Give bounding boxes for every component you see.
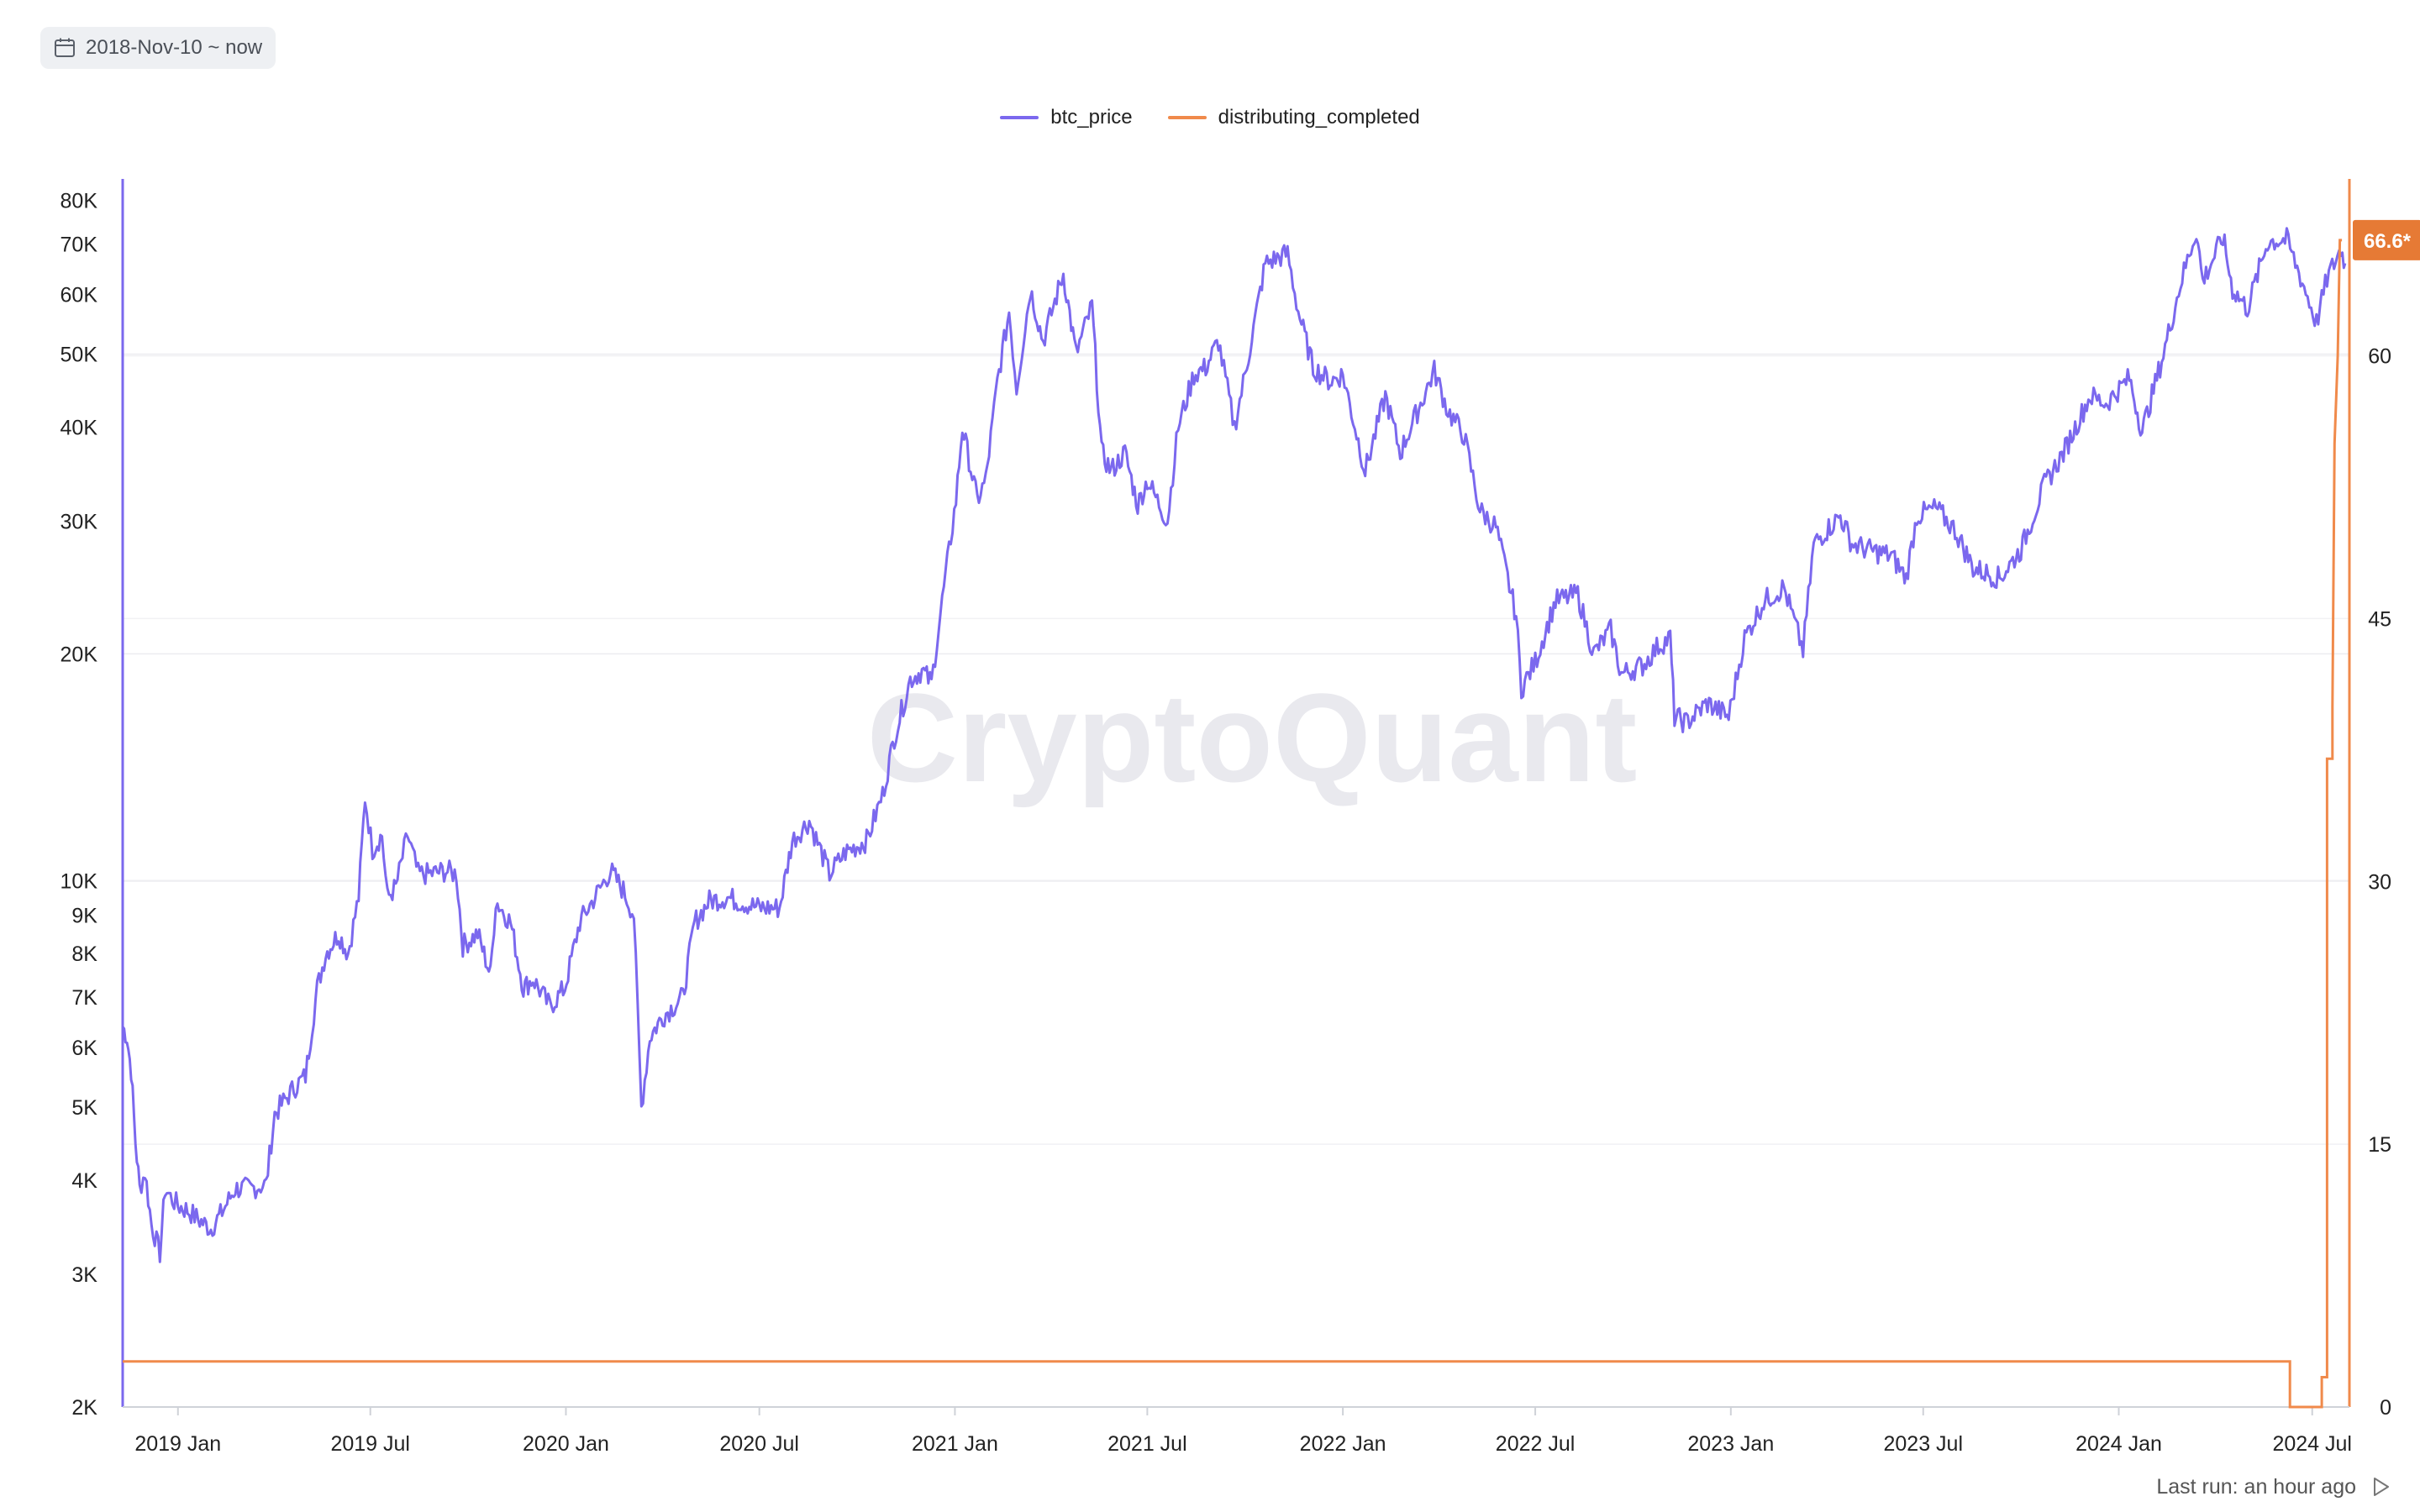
y-left-tick-label: 6K [71, 1037, 97, 1060]
last-run-label: Last run: an hour ago [2156, 1474, 2356, 1499]
x-tick-label: 2021 Jul [1107, 1432, 1187, 1456]
legend-item-btc-price[interactable]: btc_price [1000, 106, 1133, 129]
y-left-tick-label: 5K [71, 1096, 97, 1120]
y-left-tick-label: 4K [71, 1169, 97, 1193]
y-right-tick-label: 0 [2380, 1396, 2391, 1420]
y-left-tick-label: 60K [60, 284, 98, 307]
legend-item-distributing-completed[interactable]: distributing_completed [1167, 106, 1420, 129]
x-tick-label: 2024 Jul [2272, 1432, 2352, 1456]
date-range-label: 2018-Nov-10 ~ now [86, 36, 263, 59]
x-tick-label: 2019 Jul [330, 1432, 410, 1456]
x-axis-ticks: 2019 Jan 2019 Jul 2020 Jan 2020 Jul 2021 Jan… [134, 1407, 2352, 1456]
y-left-tick-label: 80K [60, 190, 98, 213]
date-range-picker[interactable]: 2018-Nov-10 ~ now [40, 27, 276, 69]
watermark: CryptoQuant [867, 667, 1638, 808]
x-tick-label: 2024 Jan [2075, 1432, 2162, 1456]
x-tick-label: 2020 Jan [523, 1432, 609, 1456]
legend-label-btc-price: btc_price [1050, 106, 1133, 129]
series-line-btc-price [121, 227, 2347, 1263]
y-left-tick-label: 40K [60, 417, 98, 440]
x-tick-label: 2023 Jul [1884, 1432, 1964, 1456]
last-value-badge: 66.6* [2353, 219, 2420, 260]
y-left-tick-label: 10K [60, 869, 98, 893]
play-icon[interactable] [2370, 1476, 2391, 1498]
y-right-tick-label: 15 [2368, 1133, 2391, 1157]
series-line-distributing-completed [123, 239, 2343, 1409]
y-left-tick-label: 7K [71, 986, 97, 1010]
chart-legend: btc_price distributing_completed [0, 106, 2420, 129]
x-tick-label: 2020 Jul [719, 1432, 799, 1456]
series-lines [121, 227, 2347, 1409]
y-right-tick-label: 60 [2368, 345, 2391, 369]
axes [121, 179, 2351, 1408]
y-right-tick-label: 45 [2368, 607, 2391, 631]
last-value-badge-bg [2353, 219, 2420, 260]
y-left-tick-label: 8K [71, 942, 97, 966]
x-tick-label: 2019 Jan [134, 1432, 221, 1456]
y-left-tick-label: 9K [71, 904, 97, 927]
last-value-badge-label: 66.6* [2364, 230, 2412, 253]
legend-swatch-distributing-completed [1167, 116, 1207, 119]
y-left-tick-label: 3K [71, 1263, 97, 1287]
y-axis-right-ticks: 0 15 30 45 60 [2368, 345, 2391, 1420]
y-right-tick-label: 30 [2368, 870, 2391, 894]
legend-swatch-btc-price [1000, 116, 1039, 119]
x-tick-label: 2023 Jan [1687, 1432, 1774, 1456]
legend-label-distributing-completed: distributing_completed [1218, 106, 1420, 129]
grid-lines [123, 353, 2349, 1145]
y-left-tick-label: 20K [60, 643, 98, 666]
y-left-tick-label: 30K [60, 511, 98, 534]
x-tick-label: 2021 Jan [912, 1432, 998, 1456]
footer: Last run: an hour ago [2156, 1470, 2391, 1504]
y-axis-left-ticks: 2K 3K 4K 5K 6K 7K 8K 9K 10K 20K 30K 40K 50K 60K 70K 80K [60, 190, 98, 1420]
calendar-icon [55, 38, 75, 57]
y-left-tick-label: 50K [60, 344, 98, 367]
x-tick-label: 2022 Jan [1300, 1432, 1386, 1456]
y-left-tick-label: 2K [71, 1396, 97, 1420]
x-tick-label: 2022 Jul [1496, 1432, 1576, 1456]
y-left-tick-label: 70K [60, 234, 98, 257]
